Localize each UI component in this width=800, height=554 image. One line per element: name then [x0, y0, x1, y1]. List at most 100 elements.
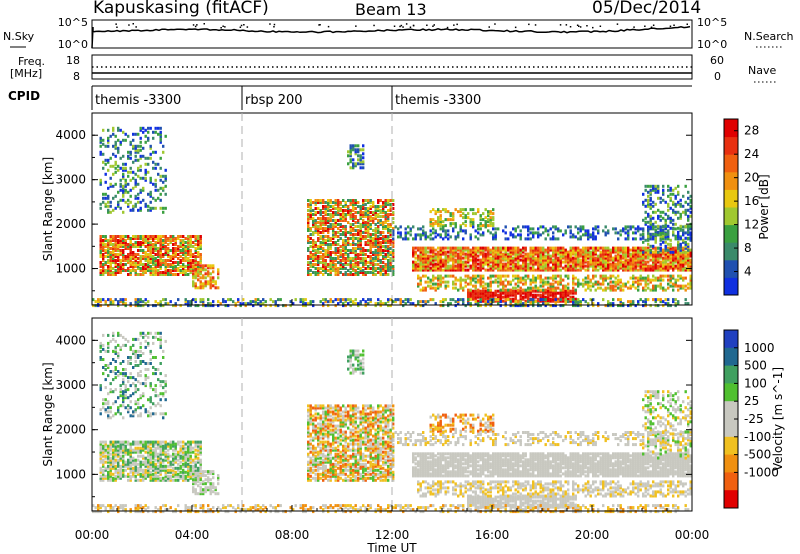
power-cell — [552, 274, 555, 278]
power-cell — [517, 260, 520, 264]
power-cell — [607, 248, 610, 252]
power-cell — [389, 235, 392, 238]
power-cell — [374, 255, 377, 258]
power-cell — [567, 256, 570, 260]
power-cell — [489, 252, 492, 256]
power-cell — [684, 298, 687, 302]
power-cell — [674, 282, 677, 286]
power-cell — [122, 267, 125, 270]
power-cell — [182, 259, 185, 262]
power-cell — [324, 209, 327, 212]
power-cell — [552, 225, 555, 229]
power-cell — [529, 258, 532, 262]
power-cell — [429, 222, 432, 226]
power-cell — [677, 192, 680, 196]
power-cell — [552, 278, 555, 282]
power-cell — [594, 237, 597, 241]
power-cell — [369, 243, 372, 246]
power-cell — [584, 246, 587, 250]
power-cell — [574, 260, 577, 264]
power-cell — [134, 178, 137, 182]
power-cell — [332, 231, 335, 234]
power-cell — [109, 253, 112, 256]
power-cell — [504, 225, 507, 229]
power-cell — [639, 260, 642, 264]
power-cell — [482, 284, 485, 288]
power-cell — [384, 267, 387, 270]
power-cell — [354, 233, 357, 236]
power-cell — [157, 247, 160, 250]
power-cell — [664, 256, 667, 260]
power-cell — [449, 212, 452, 216]
power-cell — [364, 211, 367, 214]
power-cell — [542, 268, 545, 272]
power-cell — [387, 273, 390, 276]
power-cell — [177, 247, 180, 250]
power-cell — [379, 243, 382, 246]
power-cell — [472, 293, 475, 297]
power-cell — [502, 274, 505, 278]
power-cell — [674, 302, 677, 306]
power-cell — [324, 205, 327, 208]
power-cell — [644, 262, 647, 266]
power-cell — [612, 262, 615, 266]
power-cell — [459, 229, 462, 233]
power-cell — [619, 256, 622, 260]
power-cell — [164, 253, 167, 256]
power-cell — [422, 256, 425, 260]
power-cell — [99, 265, 102, 268]
power-cell — [154, 150, 157, 154]
power-cell — [502, 284, 505, 288]
power-cell — [489, 256, 492, 260]
power-cell — [519, 297, 522, 301]
power-cell — [127, 253, 130, 256]
power-cell — [387, 300, 390, 304]
power-cell — [139, 190, 142, 194]
power-cell — [317, 255, 320, 258]
power-cell — [459, 276, 462, 280]
power-cell — [537, 304, 540, 308]
power-cell — [197, 247, 200, 250]
power-cell — [144, 251, 147, 254]
power-cell — [317, 247, 320, 250]
power-cell — [512, 278, 515, 282]
power-cell — [367, 225, 370, 228]
power-cell — [357, 154, 360, 158]
power-cell — [314, 207, 317, 210]
power-cell — [344, 209, 347, 212]
power-cell — [349, 300, 352, 304]
power-cell — [522, 225, 525, 229]
power-cell — [154, 257, 157, 260]
power-cell — [199, 276, 202, 280]
power-cell — [617, 268, 620, 272]
power-cell — [279, 298, 282, 302]
power-cell — [174, 265, 177, 268]
power-cell — [687, 286, 690, 290]
power-cell — [312, 213, 315, 216]
power-cell — [359, 302, 362, 306]
power-cell — [107, 168, 110, 172]
power-cell — [192, 298, 195, 302]
power-cell — [379, 219, 382, 222]
power-cell — [622, 288, 625, 292]
power-cell — [452, 280, 455, 284]
power-cell — [464, 252, 467, 256]
power-cell — [592, 258, 595, 262]
power-cell — [362, 219, 365, 222]
power-cell — [367, 261, 370, 264]
power-cell — [392, 237, 395, 241]
power-cell — [507, 246, 510, 250]
power-cell — [172, 249, 175, 252]
power-cell — [612, 274, 615, 278]
power-cell — [439, 246, 442, 250]
power-cell — [354, 144, 357, 148]
power-cell — [549, 266, 552, 270]
power-cell — [352, 162, 355, 166]
power-cell — [387, 209, 390, 212]
power-cell — [109, 261, 112, 264]
power-cell — [547, 291, 550, 295]
power-cell — [124, 190, 127, 194]
power-cell — [199, 245, 202, 248]
power-cell — [524, 299, 527, 303]
power-cell — [154, 273, 157, 276]
